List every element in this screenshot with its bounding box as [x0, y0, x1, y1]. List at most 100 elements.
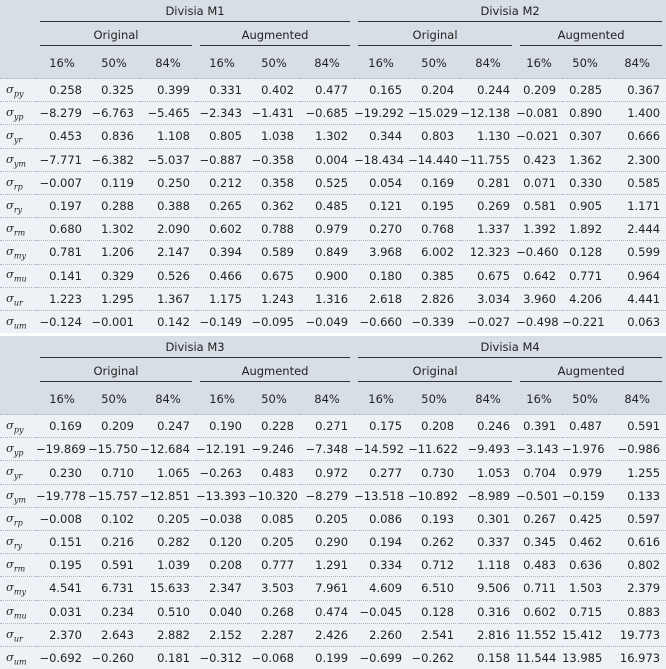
percentile-header: 16% [354, 384, 409, 415]
table-cell: −5.037 [140, 147, 196, 172]
table-cell: 0.972 [300, 460, 355, 485]
row-subscript: my [13, 251, 26, 261]
table-cell: 0.462 [562, 529, 609, 554]
table-cell: 0.165 [354, 77, 409, 102]
table-cell: 0.402 [248, 77, 300, 102]
table-cell: 0.158 [460, 645, 517, 669]
table-cell: 4.441 [608, 286, 666, 311]
table-cell: 0.244 [460, 77, 517, 102]
percentile-header: 84% [300, 48, 355, 79]
table-cell: 0.071 [516, 170, 563, 195]
table-cell: −19.292 [354, 101, 409, 125]
table-cell: −0.049 [300, 309, 355, 334]
table-cell: 0.394 [196, 240, 248, 264]
table-cell: 11.552 [516, 622, 563, 647]
table-cell: −5.465 [140, 101, 196, 125]
percentile-header: 16% [516, 384, 563, 415]
table-cell: −0.262 [408, 645, 461, 669]
percentile-header: 50% [88, 48, 140, 79]
table-cell: 6.510 [408, 576, 461, 601]
table-cell: −12.138 [460, 101, 517, 125]
percentile-header: 16% [36, 48, 88, 79]
table-cell: −0.460 [516, 240, 563, 264]
table-cell: −0.221 [562, 309, 609, 334]
row-label: σmy [0, 576, 36, 601]
row-symbol: σ [6, 441, 14, 456]
table-row: σpy 0.169 0.209 0.247 0.190 0.228 0.271 0.175 0.… [0, 414, 666, 438]
table-cell: 0.316 [460, 599, 517, 624]
row-subscript: ur [13, 633, 23, 643]
row-symbol: σ [6, 603, 14, 618]
table-cell: 13.985 [562, 645, 609, 669]
table-cell: 2.147 [140, 240, 196, 264]
table-cell: 0.205 [140, 506, 196, 531]
row-label: σyr [0, 460, 36, 485]
table-cell: 2.643 [88, 622, 140, 647]
table-cell: 2.152 [196, 622, 248, 647]
row-label: σum [0, 309, 36, 334]
subgroup-header: Augmented [520, 364, 663, 383]
row-symbol: σ [6, 510, 14, 525]
table-cell: 3.503 [248, 576, 300, 601]
table-cell: 0.487 [562, 414, 609, 438]
table-row: σry 0.197 0.288 0.388 0.265 0.362 0.485 0.121 0.… [0, 193, 666, 218]
table-cell: −0.081 [516, 101, 563, 125]
table-cell: 0.803 [408, 124, 461, 149]
table-cell: 0.329 [88, 263, 140, 288]
table-cell: 0.169 [36, 414, 88, 438]
table-cell: 0.474 [300, 599, 355, 624]
table-row: σur 2.370 2.643 2.882 2.152 2.287 2.426 2.260 2.… [0, 622, 666, 647]
table-cell: 2.826 [408, 286, 461, 311]
subgroup-header: Augmented [520, 28, 663, 46]
row-subscript: mu [13, 610, 27, 620]
row-subscript: rp [13, 181, 23, 191]
table-cell: 0.710 [88, 460, 140, 485]
table-cell: 2.260 [354, 622, 409, 647]
table-cell: 0.209 [88, 414, 140, 438]
table-cell: 1.171 [608, 193, 666, 218]
table-cell: 0.781 [36, 240, 88, 264]
row-label: σrp [0, 170, 36, 195]
table-cell: 0.589 [248, 240, 300, 264]
table-cell: −0.986 [608, 437, 666, 461]
table-cell: 9.506 [460, 576, 517, 601]
table-cell: 0.890 [562, 101, 609, 125]
percentile-header: 50% [248, 48, 300, 79]
table-cell: 0.362 [248, 193, 300, 218]
row-label: σur [0, 622, 36, 647]
row-subscript: my [13, 587, 26, 597]
table-cell: 0.979 [300, 217, 355, 241]
panel-separator [0, 333, 666, 337]
table-cell: 0.581 [516, 193, 563, 218]
percentile-header: 84% [140, 384, 196, 415]
table-row: σry 0.151 0.216 0.282 0.120 0.205 0.290 0.194 0.… [0, 529, 666, 554]
row-subscript: ym [13, 158, 26, 168]
table-row: σum −0.124 −0.001 0.142 −0.149 −0.095 −0.049 −0… [0, 309, 666, 334]
row-label: σur [0, 286, 36, 311]
table-cell: −0.007 [36, 170, 88, 195]
table-cell: 0.086 [354, 506, 409, 531]
table-cell: −8.279 [36, 101, 88, 125]
table-cell: 0.265 [196, 193, 248, 218]
table-cell: 0.900 [300, 263, 355, 288]
table-cell: 2.618 [354, 286, 409, 311]
row-subscript: um [13, 321, 27, 331]
table-cell: −11.622 [408, 437, 461, 461]
table-cell: 2.816 [460, 622, 517, 647]
subgroup-header: Original [40, 364, 192, 383]
table-cell: 0.788 [248, 217, 300, 241]
table-cell: 3.960 [516, 286, 563, 311]
table-cell: −15.029 [408, 101, 461, 125]
row-subscript: py [13, 425, 24, 435]
row-label: σry [0, 529, 36, 554]
row-symbol: σ [6, 221, 14, 236]
percentile-header: 16% [196, 48, 248, 79]
table-cell: 0.849 [300, 240, 355, 264]
table-cell: −0.260 [88, 645, 140, 669]
table-cell: 0.730 [408, 460, 461, 485]
table-cell: 0.194 [354, 529, 409, 554]
table-cell: 0.193 [408, 506, 461, 531]
row-label: σmu [0, 263, 36, 288]
table-cell: −14.440 [408, 147, 461, 172]
table-cell: 0.585 [608, 170, 666, 195]
